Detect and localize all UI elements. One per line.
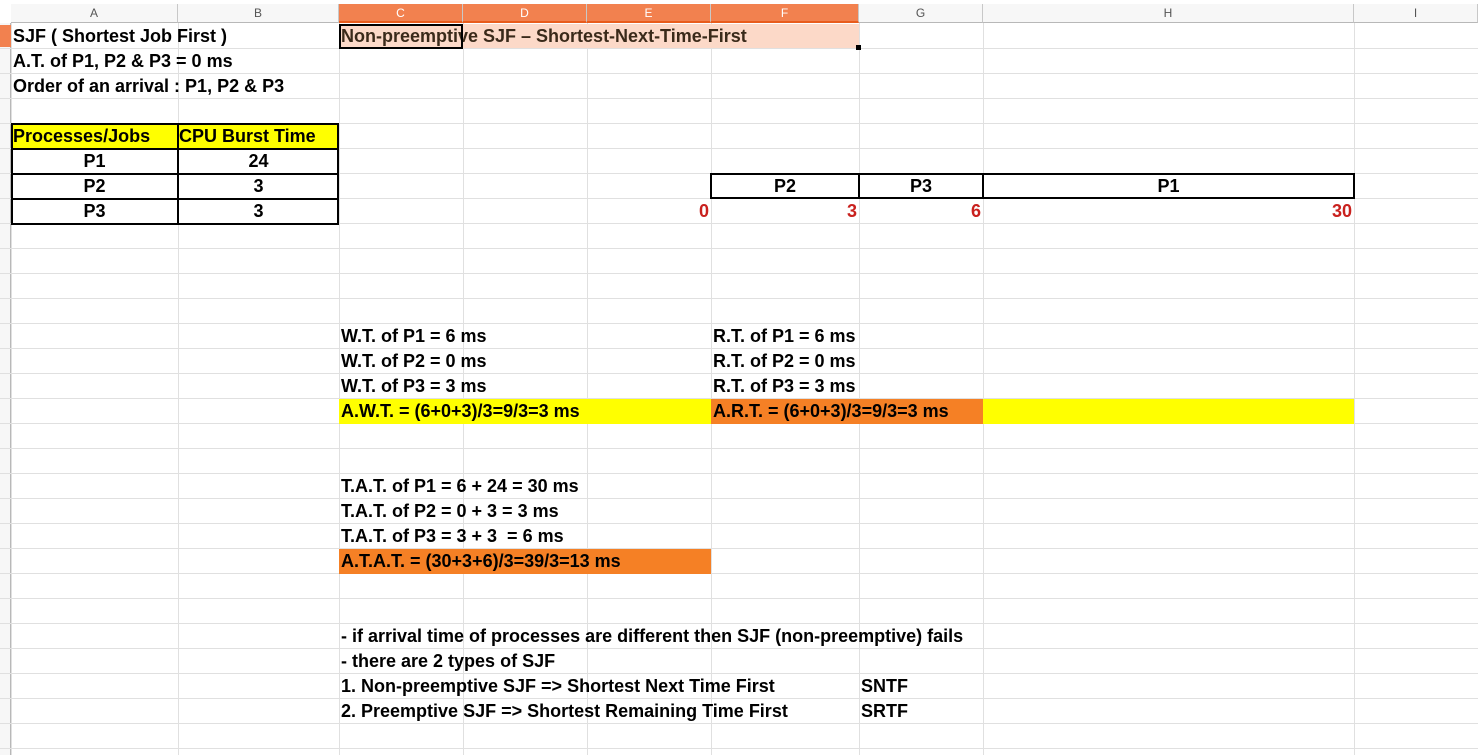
grid-column-line <box>463 23 464 755</box>
grid-row-line <box>0 123 1478 124</box>
arrival-cell[interactable]: A.T. of P1, P2 & P3 = 0 ms <box>13 51 233 71</box>
grid-column-line <box>983 23 984 755</box>
table-burst-3: 3 <box>253 201 264 221</box>
note-line-1[interactable]: - if arrival time of processes are diffe… <box>341 626 964 646</box>
grid-row-line <box>0 323 1478 324</box>
column-header-f[interactable]: F <box>711 4 859 23</box>
note-type-1[interactable]: 1. Non-preemptive SJF => Shortest Next T… <box>341 676 775 696</box>
grid-column-line <box>11 23 12 755</box>
grid-row-line <box>0 398 1478 399</box>
grid-column-line <box>1354 23 1355 755</box>
table-burst-2: 3 <box>253 176 264 196</box>
note-line-2[interactable]: - there are 2 types of SJF <box>341 651 556 671</box>
table-header-fill <box>11 124 339 149</box>
atat-fill <box>339 549 711 574</box>
grid-row-line <box>0 698 1478 699</box>
tat-p1[interactable]: T.A.T. of P1 = 6 + 24 = 30 ms <box>341 476 579 496</box>
column-header-g[interactable]: G <box>859 4 983 23</box>
gantt-time-3[interactable]: 3 <box>846 201 857 221</box>
grid-row-line <box>0 373 1478 374</box>
column-header-d[interactable]: D <box>463 4 587 23</box>
method-cell[interactable]: Non-preemptive SJF – Shortest-Next-Time-… <box>341 26 747 46</box>
table-cell-burst-3[interactable] <box>177 198 339 225</box>
grid-column-line <box>587 23 588 755</box>
method-fill <box>339 24 859 48</box>
grid-row-line <box>0 148 1478 149</box>
grid-row-line <box>0 673 1478 674</box>
column-header-e[interactable]: E <box>587 4 711 23</box>
rt-p3[interactable]: R.T. of P3 = 3 ms <box>713 376 856 396</box>
rt-p1[interactable]: R.T. of P1 = 6 ms <box>713 326 856 346</box>
grid-column-line <box>178 23 179 755</box>
awt-fill <box>339 399 711 424</box>
active-cell-cursor[interactable] <box>339 24 463 49</box>
gantt-time-30[interactable]: 30 <box>1331 201 1352 221</box>
grid-row-line <box>0 73 1478 74</box>
art-fill <box>711 399 983 424</box>
gantt-time-6[interactable]: 6 <box>970 201 981 221</box>
grid-row-line <box>0 623 1478 624</box>
table-process-3: P3 <box>83 201 106 221</box>
grid-column-line <box>339 23 340 755</box>
grid-row-line <box>0 548 1478 549</box>
table-process-2: P2 <box>83 176 106 196</box>
row-header-strip[interactable] <box>0 23 11 755</box>
tat-p2[interactable]: T.A.T. of P2 = 0 + 3 = 3 ms <box>341 501 559 521</box>
table-header-process-label: Processes/Jobs <box>13 126 151 146</box>
atat[interactable]: A.T.A.T. = (30+3+6)/3=39/3=13 ms <box>341 551 621 571</box>
order-cell[interactable]: Order of an arrival : P1, P2 & P3 <box>13 76 285 96</box>
column-header-c[interactable]: C <box>339 4 463 23</box>
grid-row-line <box>0 248 1478 249</box>
wt-p1[interactable]: W.T. of P1 = 6 ms <box>341 326 487 346</box>
table-burst-1: 24 <box>248 151 269 171</box>
grid-column-line <box>711 23 712 755</box>
grid-row-line <box>0 473 1478 474</box>
grid-row-line <box>0 523 1478 524</box>
gantt-label-p1: P1 <box>1157 176 1180 196</box>
grid-row-line <box>0 748 1478 749</box>
grid-row-line <box>0 723 1478 724</box>
grid-row-line <box>0 648 1478 649</box>
gantt-label-p3: P3 <box>909 176 933 196</box>
grid-row-line <box>0 48 1478 49</box>
column-header-b[interactable]: B <box>178 4 339 23</box>
grid-row-line <box>0 348 1478 349</box>
art[interactable]: A.R.T. = (6+0+3)/3=9/3=3 ms <box>713 401 949 421</box>
grid-row-line <box>0 498 1478 499</box>
title-cell[interactable]: SJF ( Shortest Job First ) <box>13 26 228 46</box>
gantt-label-p2: P2 <box>773 176 797 196</box>
grid-row-line <box>0 273 1478 274</box>
tat-p3[interactable]: T.A.T. of P3 = 3 + 3 = 6 ms <box>341 526 564 546</box>
grid-row-line <box>0 298 1478 299</box>
column-header-a[interactable]: A <box>11 4 178 23</box>
awt[interactable]: A.W.T. = (6+0+3)/3=9/3=3 ms <box>341 401 580 421</box>
column-header-h[interactable]: H <box>983 4 1354 23</box>
grid-row-line <box>0 448 1478 449</box>
h-yellow-fill <box>983 399 1354 424</box>
wt-p2[interactable]: W.T. of P2 = 0 ms <box>341 351 487 371</box>
grid-row-line <box>0 98 1478 99</box>
table-header-burst-label: CPU Burst Time <box>179 126 316 146</box>
table-process-1: P1 <box>83 151 106 171</box>
gantt-time-0[interactable]: 0 <box>698 201 709 221</box>
grid-row-line <box>0 223 1478 224</box>
column-header-i[interactable]: I <box>1354 4 1478 23</box>
selection-handle[interactable] <box>856 45 861 50</box>
note-type-2[interactable]: 2. Preemptive SJF => Shortest Remaining … <box>341 701 788 721</box>
rt-p2[interactable]: R.T. of P2 = 0 ms <box>713 351 856 371</box>
grid-column-line <box>859 23 860 755</box>
note-type-2-abbr[interactable]: SRTF <box>861 701 908 721</box>
grid-row-line <box>0 598 1478 599</box>
gantt-block-p1[interactable] <box>982 173 1355 199</box>
grid-row-line <box>0 573 1478 574</box>
wt-p3[interactable]: W.T. of P3 = 3 ms <box>341 376 487 396</box>
note-type-1-abbr[interactable]: SNTF <box>861 676 908 696</box>
row-header-selected <box>0 25 11 47</box>
